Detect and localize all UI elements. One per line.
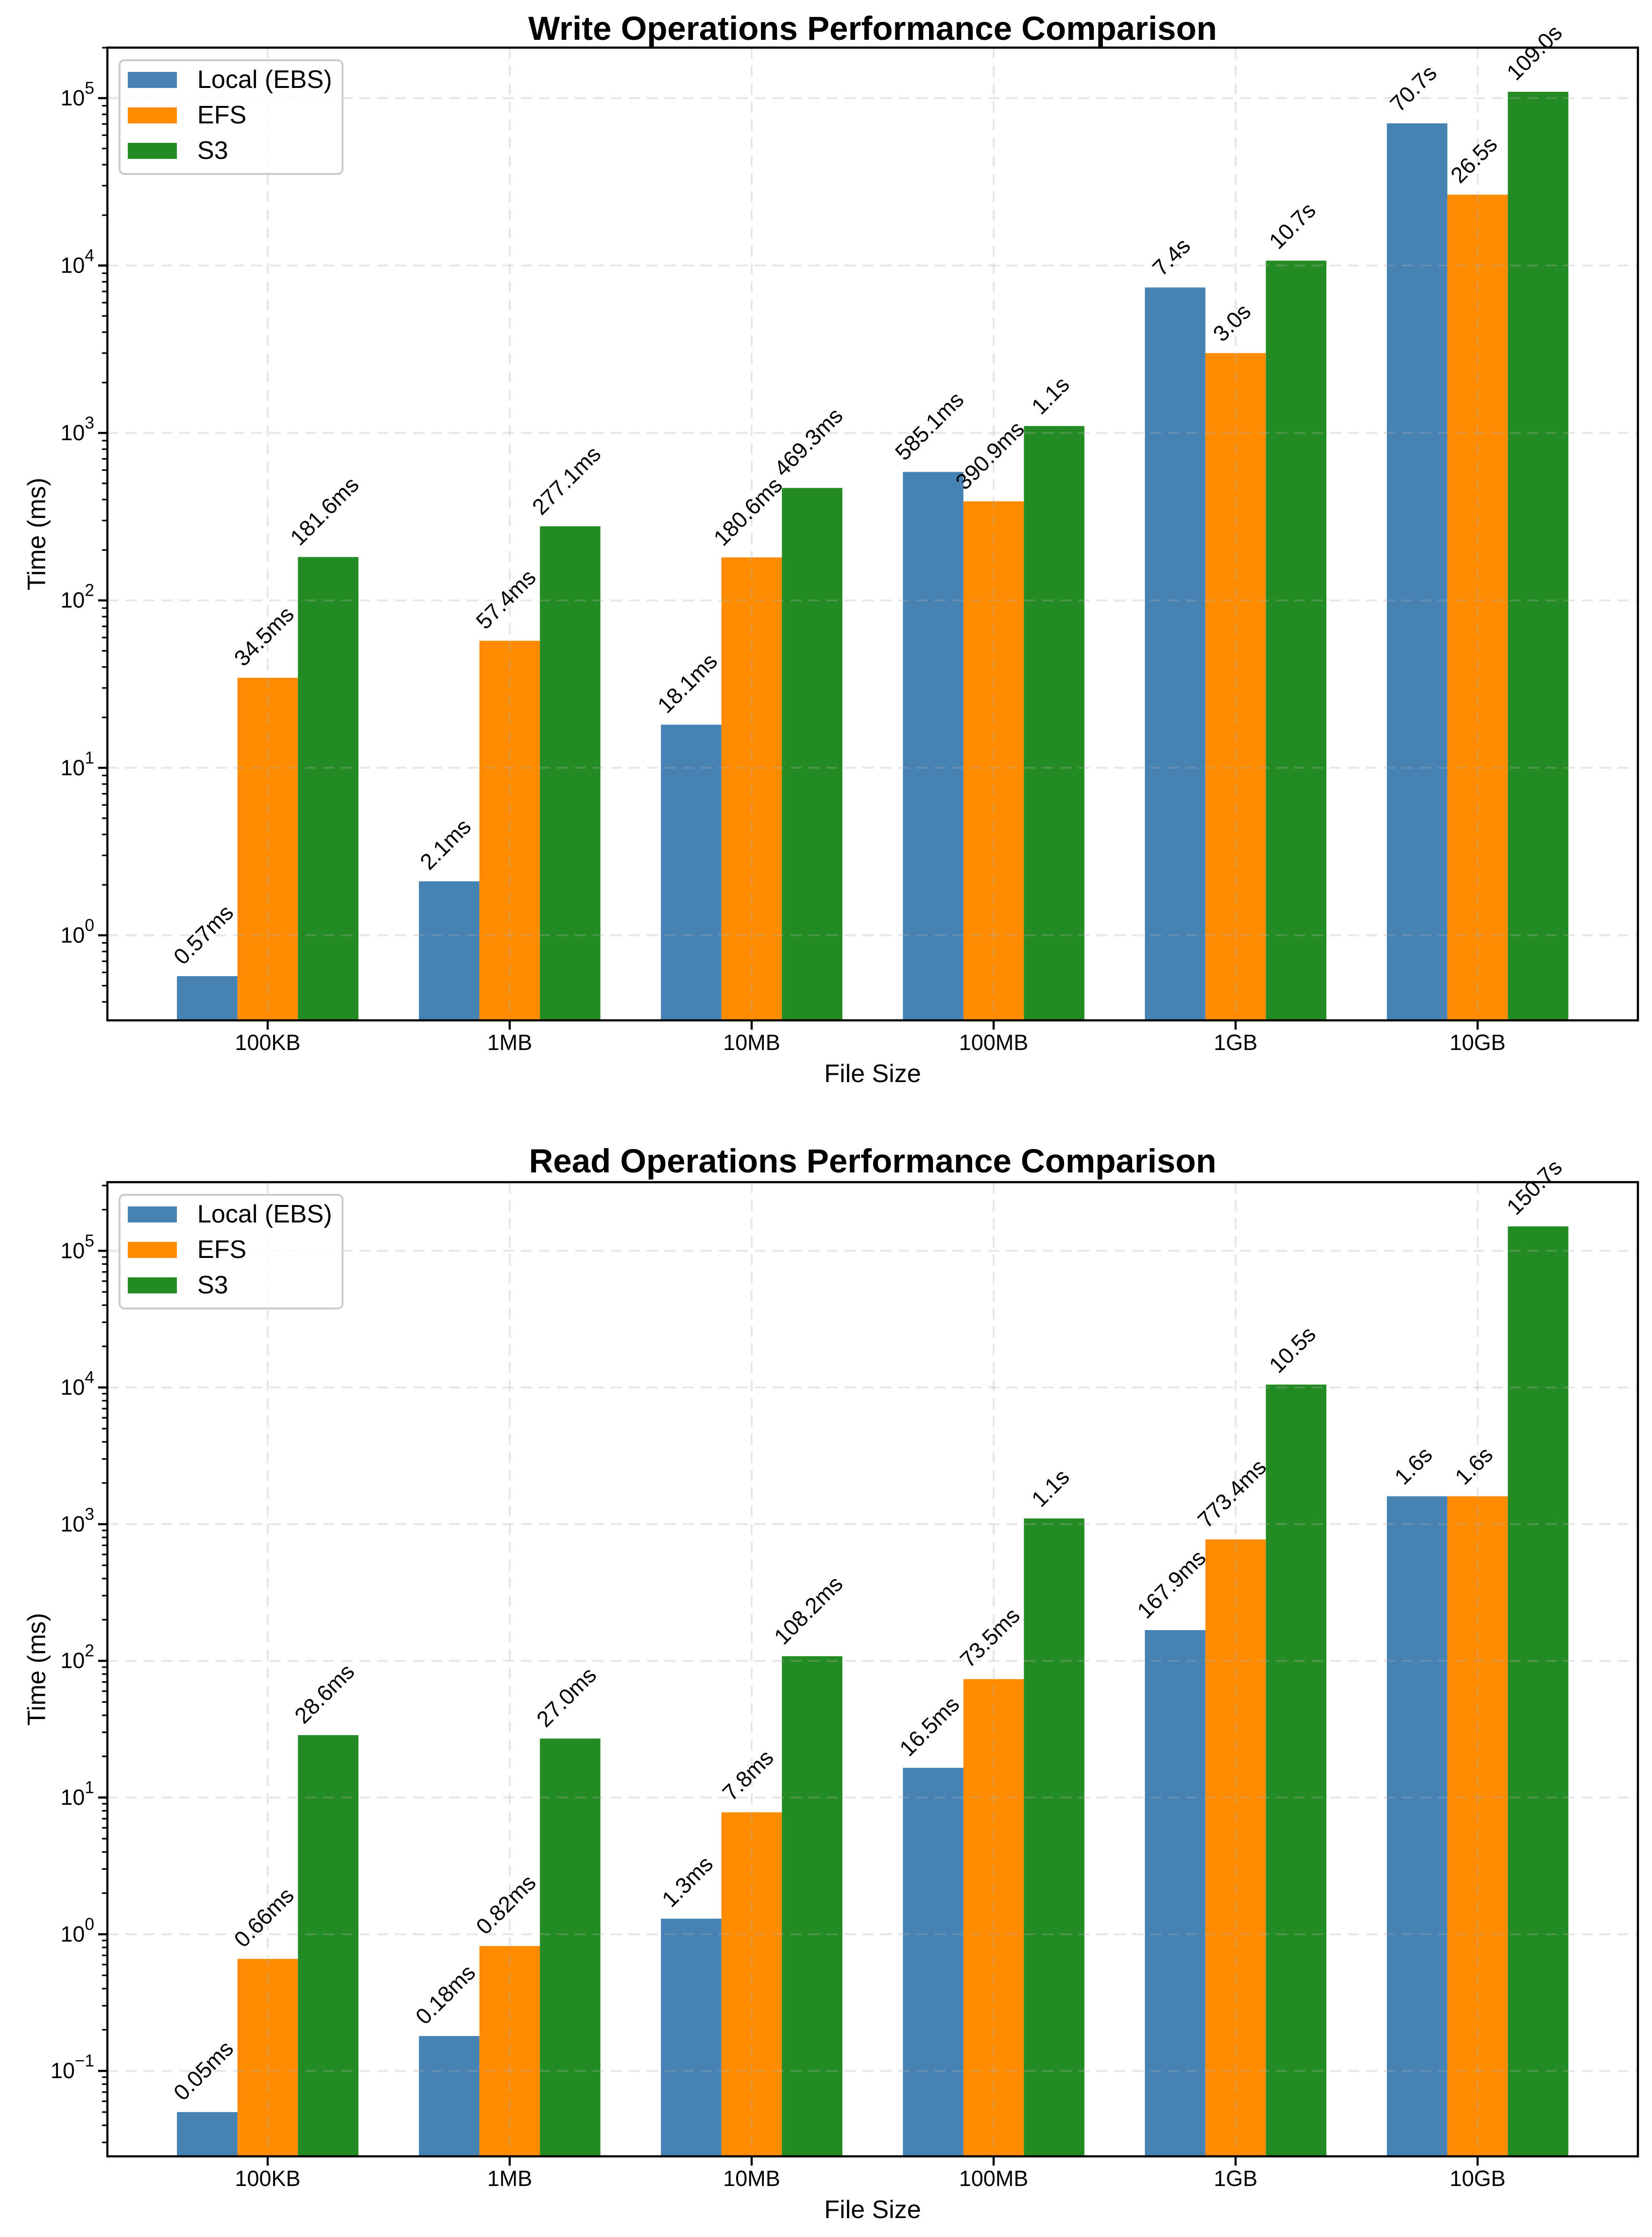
svg-text:Write Operations Performance C: Write Operations Performance Comparison (528, 10, 1217, 47)
svg-text:File Size: File Size (824, 1060, 921, 1088)
svg-text:10GB: 10GB (1450, 1030, 1506, 1055)
svg-text:10MB: 10MB (723, 1030, 780, 1055)
svg-text:100KB: 100KB (235, 2166, 300, 2191)
svg-text:1MB: 1MB (487, 2166, 533, 2191)
svg-text:10MB: 10MB (723, 2166, 780, 2191)
svg-text:1GB: 1GB (1214, 2166, 1257, 2191)
svg-text:EFS: EFS (197, 101, 246, 129)
svg-text:S3: S3 (197, 137, 228, 165)
svg-text:10GB: 10GB (1450, 2166, 1506, 2191)
svg-text:EFS: EFS (197, 1236, 246, 1264)
svg-text:Read Operations Performance Co: Read Operations Performance Comparison (529, 1142, 1217, 1180)
svg-text:1MB: 1MB (487, 1030, 533, 1055)
svg-text:100KB: 100KB (235, 1030, 300, 1055)
svg-text:100MB: 100MB (959, 2166, 1029, 2191)
svg-text:1GB: 1GB (1214, 1030, 1257, 1055)
svg-text:File Size: File Size (824, 2196, 921, 2224)
svg-text:Local (EBS): Local (EBS) (197, 1200, 332, 1228)
svg-text:Time (ms): Time (ms) (23, 478, 51, 590)
svg-text:Local (EBS): Local (EBS) (197, 66, 332, 94)
svg-text:S3: S3 (197, 1271, 228, 1299)
svg-text:100MB: 100MB (959, 1030, 1029, 1055)
svg-text:Time (ms): Time (ms) (23, 1613, 51, 1725)
